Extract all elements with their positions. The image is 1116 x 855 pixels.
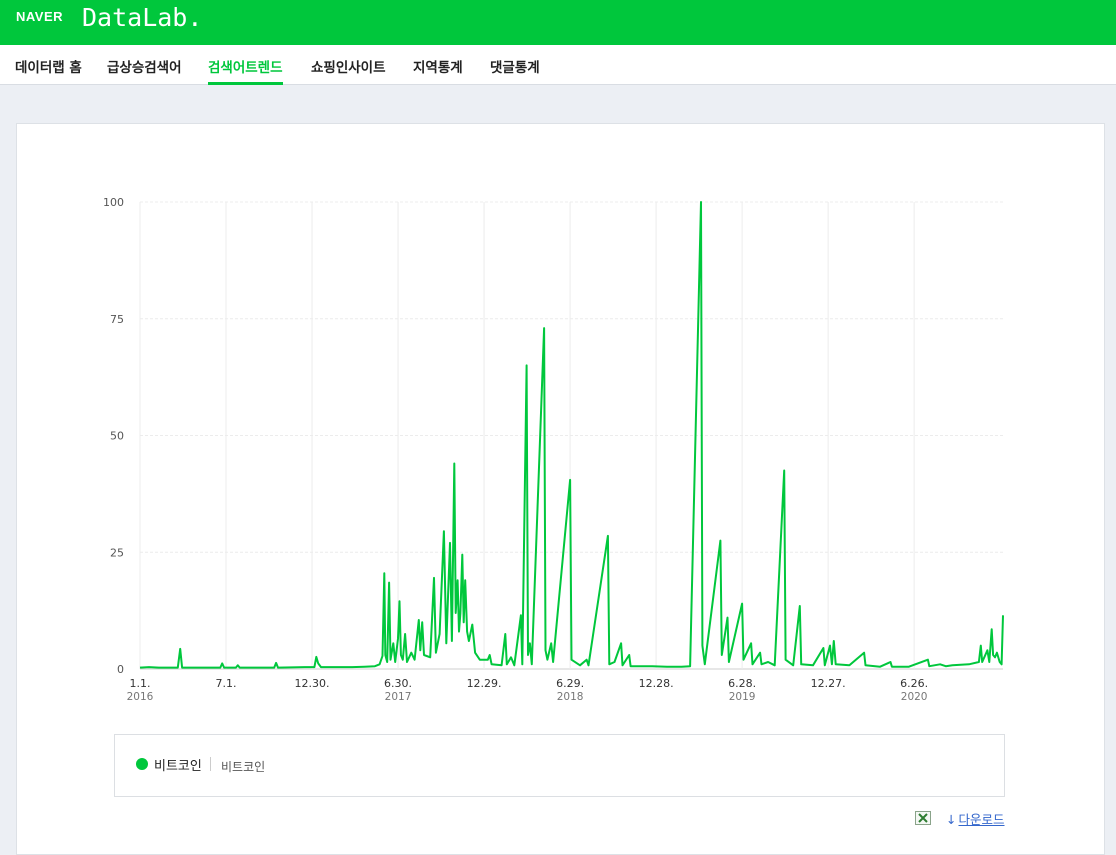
legend-keyword: 비트코인 [221,760,266,774]
nav-item-shopping-insight[interactable]: 쇼핑인사이트 [311,60,386,76]
datalab-logo[interactable]: DataLab. [82,3,203,32]
download-label: 다운로드 [958,812,1005,827]
legend-divider [210,757,211,771]
legend-marker[interactable] [136,758,148,770]
download-button[interactable]: ↓ 다운로드 [946,809,1005,828]
naver-logo[interactable]: NAVER [16,9,64,24]
nav-item-search-trend[interactable]: 검색어트렌드 [208,56,283,85]
nav-item-rising-keywords[interactable]: 급상승검색어 [107,60,182,76]
nav-item-regional-stats[interactable]: 지역통계 [413,60,463,76]
legend-box: 비트코인 비트코인 [114,734,1005,797]
main-nav: 데이터랩 홈 급상승검색어 검색어트렌드 쇼핑인사이트 지역통계 댓글통계 [0,45,1116,85]
excel-icon[interactable] [915,811,931,825]
download-arrow-icon: ↓ [946,812,957,827]
nav-item-comment-stats[interactable]: 댓글통계 [490,60,540,76]
top-bar: NAVER DataLab. [0,0,1116,45]
nav-item-home[interactable]: 데이터랩 홈 [15,60,82,76]
legend-series-name[interactable]: 비트코인 [154,759,202,774]
